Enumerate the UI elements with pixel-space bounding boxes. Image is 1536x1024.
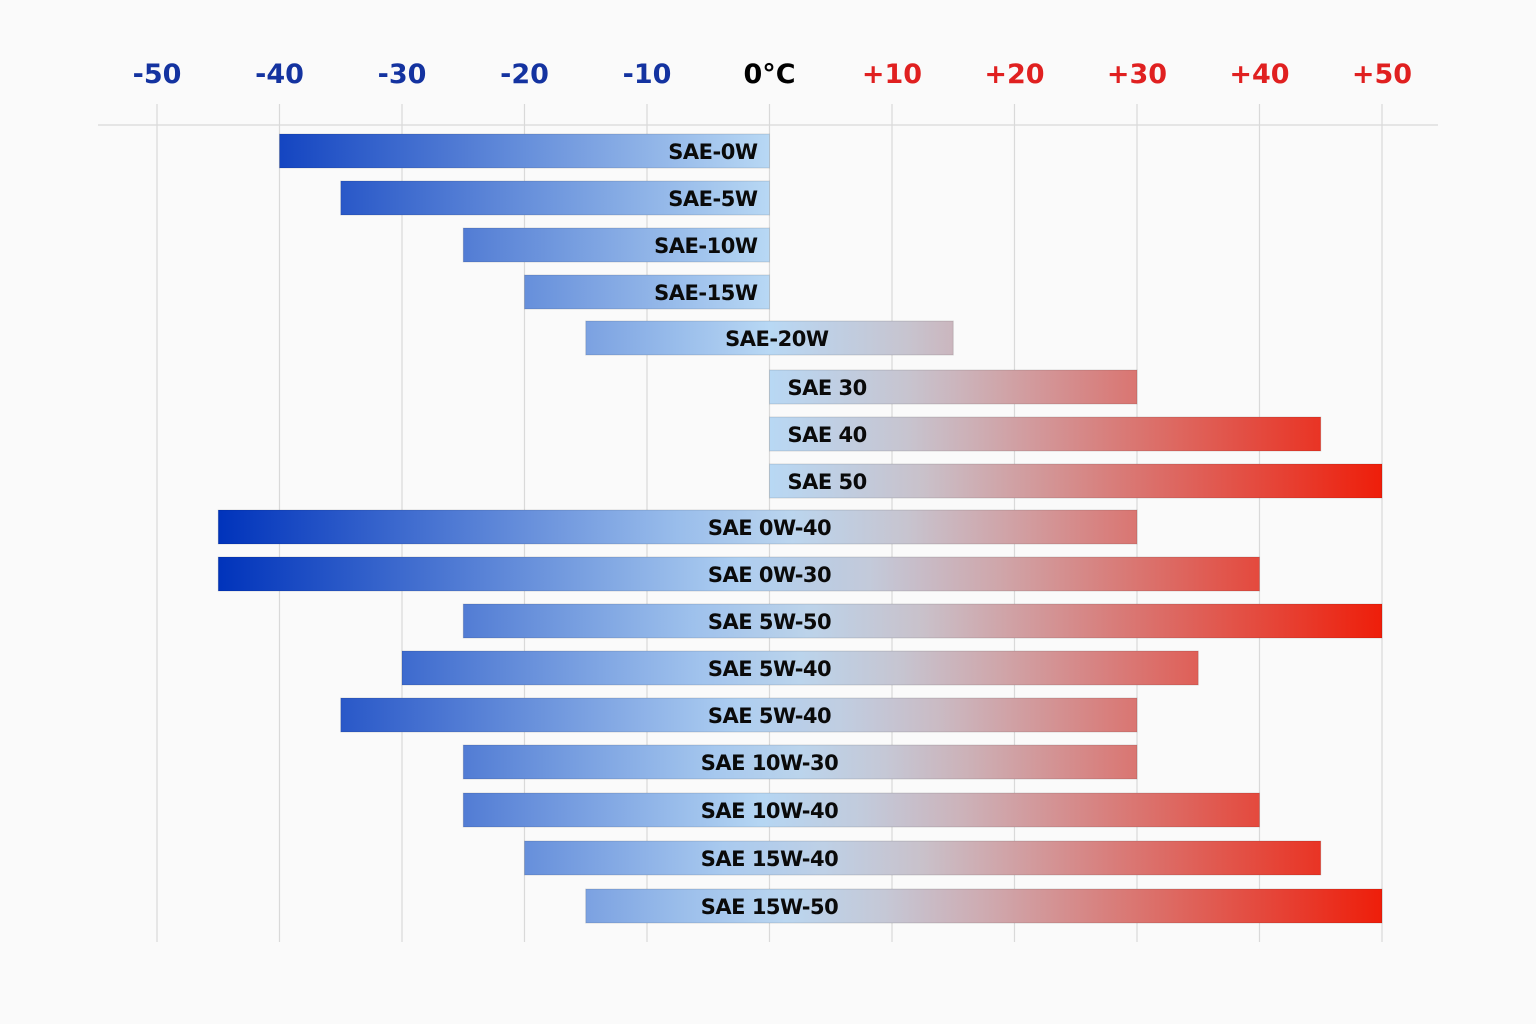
bar-group: SAE 10W-30	[462, 744, 1138, 780]
bar-label: SAE 15W-40	[701, 847, 838, 871]
bar-label: SAE 5W-50	[708, 610, 831, 634]
bar	[524, 840, 1322, 876]
bar-label: SAE 15W-50	[701, 895, 838, 919]
x-tick-label: -50	[133, 59, 182, 90]
x-tick-label: +30	[1107, 59, 1167, 90]
x-axis-tick-labels: -50 -40 -30 -20 -10 0°C +10 +20 +30 +40 +50	[133, 59, 1412, 90]
bar-group: SAE-20W	[585, 320, 954, 356]
bar	[462, 744, 1138, 780]
bar-label: SAE-5W	[668, 187, 758, 211]
bar-label: SAE 0W-40	[708, 516, 831, 540]
x-tick-label: +10	[862, 59, 922, 90]
bar	[401, 650, 1199, 686]
bar-group: SAE 15W-40	[524, 840, 1322, 876]
bar-group: SAE-5W	[340, 180, 770, 216]
bar-group: SAE 0W-40	[217, 509, 1138, 545]
bar-group: SAE 5W-50	[462, 603, 1383, 639]
x-tick-label: -20	[500, 59, 549, 90]
bar-group: SAE-15W	[524, 274, 770, 310]
bar	[462, 227, 770, 263]
bar-group: SAE-10W	[462, 227, 770, 263]
bar	[524, 274, 770, 310]
bar	[585, 888, 1383, 924]
bar	[340, 697, 1138, 733]
bar-label: SAE-20W	[725, 327, 829, 351]
bar-group: SAE 15W-50	[585, 888, 1383, 924]
bar-label: SAE 40	[788, 423, 867, 447]
bar-group: SAE-0W	[279, 133, 770, 169]
x-tick-label: -30	[378, 59, 427, 90]
bar-group: SAE 0W-30	[217, 556, 1260, 592]
bar	[462, 603, 1383, 639]
bar-group: SAE 5W-40	[401, 650, 1199, 686]
bar-label: SAE 5W-40	[708, 657, 831, 681]
bar-group: SAE 10W-40	[462, 792, 1260, 828]
bar-label: SAE 0W-30	[708, 563, 831, 587]
x-tick-label: -10	[623, 59, 672, 90]
bar-label: SAE 30	[788, 376, 867, 400]
bar-group: SAE 50	[769, 463, 1383, 499]
bar-group: SAE 30	[769, 369, 1138, 405]
x-tick-label: 0°C	[743, 59, 795, 90]
bar	[769, 463, 1383, 499]
bar-group: SAE 40	[769, 416, 1322, 452]
x-tick-label: +20	[984, 59, 1044, 90]
bar-label: SAE-10W	[654, 234, 758, 258]
bar	[585, 320, 954, 356]
bar	[769, 369, 1138, 405]
bars: SAE-0W SAE-5W SAE-10W SAE-15W SAE-20W SAE 30 S…	[217, 133, 1383, 924]
x-tick-label: -40	[255, 59, 304, 90]
bar-label: SAE-0W	[668, 140, 758, 164]
x-tick-label: +50	[1352, 59, 1412, 90]
bar	[462, 792, 1260, 828]
bar-label: SAE 10W-40	[701, 799, 838, 823]
x-tick-label: +40	[1229, 59, 1289, 90]
bar-label: SAE 50	[788, 470, 867, 494]
bar	[340, 180, 770, 216]
bar	[279, 133, 770, 169]
bar	[217, 509, 1138, 545]
bar-group: SAE 5W-40	[340, 697, 1138, 733]
bar-label: SAE-15W	[654, 281, 758, 305]
bar	[769, 416, 1322, 452]
bar-label: SAE 10W-30	[701, 751, 838, 775]
bar-label: SAE 5W-40	[708, 704, 831, 728]
bar	[217, 556, 1260, 592]
